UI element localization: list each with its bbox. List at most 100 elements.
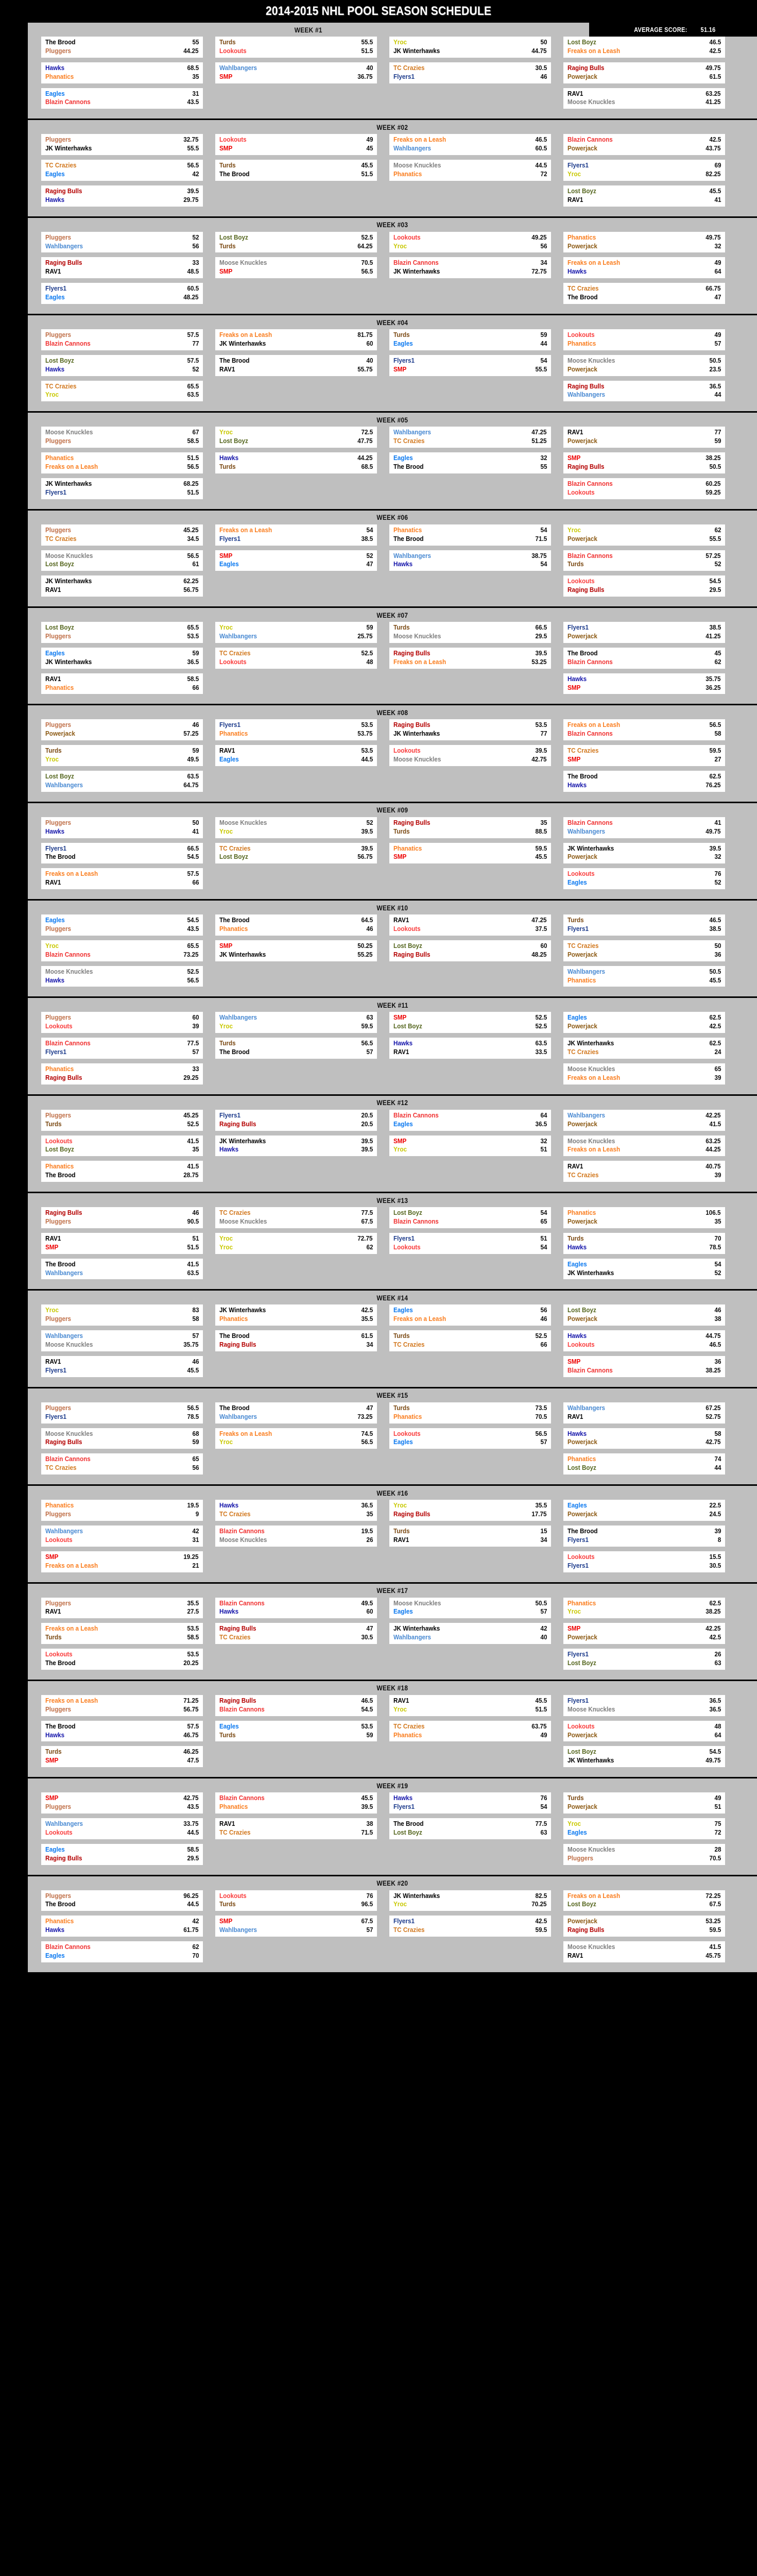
matchup-card[interactable]: Flyers1 42.5 TC Crazies 59.5 [389, 1916, 551, 1937]
matchup-card[interactable]: Eagles 54 JK Winterhawks 52 [563, 1258, 725, 1280]
matchup-card[interactable]: Eagles 31 Blazin Cannons 43.5 [41, 88, 203, 109]
matchup-card[interactable]: Freaks on a Leash 57.5 RAV1 66 [41, 868, 203, 890]
matchup-card[interactable]: Lookouts 49 SMP 45 [215, 134, 377, 156]
matchup-card[interactable]: Lookouts 54.5 Raging Bulls 29.5 [563, 575, 725, 597]
matchup-card[interactable]: Raging Bulls 47 TC Crazies 30.5 [215, 1623, 377, 1645]
matchup-card[interactable]: Phanatics 51.5 Freaks on a Leash 56.5 [41, 452, 203, 473]
matchup-card[interactable]: Eagles 59 JK Winterhawks 36.5 [41, 647, 203, 669]
matchup-card[interactable]: Pluggers 96.25 The Brood 44.5 [41, 1890, 203, 1911]
matchup-card[interactable]: JK Winterhawks 39.5 Powerjack 32 [563, 842, 725, 864]
matchup-card[interactable]: RAV1 63.25 Moose Knuckles 41.25 [563, 88, 725, 109]
matchup-card[interactable]: Lookouts 76 Turds 96.5 [215, 1890, 377, 1911]
matchup-card[interactable]: Freaks on a Leash 72.25 Lost Boyz 67.5 [563, 1890, 725, 1911]
matchup-card[interactable]: Pluggers 52 Wahlbangers 56 [41, 231, 203, 253]
matchup-card[interactable]: Wahlbangers 38.75 Hawks 54 [389, 550, 551, 571]
matchup-card[interactable]: Blazin Cannons 19.5 Moose Knuckles 26 [215, 1525, 377, 1547]
matchup-card[interactable]: Moose Knuckles 65 Freaks on a Leash 39 [563, 1063, 725, 1084]
matchup-card[interactable]: Yroc 72.5 Lost Boyz 47.75 [215, 427, 377, 448]
matchup-card[interactable]: Lost Boyz 46 Powerjack 38 [563, 1304, 725, 1326]
matchup-card[interactable]: The Brood 62.5 Hawks 76.25 [563, 770, 725, 792]
matchup-card[interactable]: Moose Knuckles 44.5 Phanatics 72 [389, 160, 551, 181]
matchup-card[interactable]: Turds 59 Yroc 49.5 [41, 745, 203, 766]
matchup-card[interactable]: The Brood 77.5 Lost Boyz 63 [389, 1818, 551, 1839]
matchup-card[interactable]: Lookouts 53.5 The Brood 20.25 [41, 1649, 203, 1670]
matchup-card[interactable]: Lost Boyz 45.5 RAV1 41 [563, 185, 725, 207]
matchup-card[interactable]: Flyers1 60.5 Eagles 48.25 [41, 283, 203, 304]
matchup-card[interactable]: Lookouts 49 Phanatics 57 [563, 329, 725, 350]
matchup-card[interactable]: Turds 46.25 SMP 47.5 [41, 1746, 203, 1768]
matchup-card[interactable]: Moose Knuckles 28 Pluggers 70.5 [563, 1843, 725, 1865]
matchup-card[interactable]: Eagles 62.5 Powerjack 42.5 [563, 1012, 725, 1033]
matchup-card[interactable]: Lookouts 39.5 Moose Knuckles 42.75 [389, 745, 551, 766]
matchup-card[interactable]: Wahlbangers 50.5 Phanatics 45.5 [563, 965, 725, 987]
matchup-card[interactable]: Phanatics 19.5 Pluggers 9 [41, 1500, 203, 1521]
matchup-card[interactable]: Hawks 63.5 RAV1 33.5 [389, 1038, 551, 1059]
matchup-card[interactable]: Moose Knuckles 52.5 Hawks 56.5 [41, 965, 203, 987]
matchup-card[interactable]: Phanatics 74 Lost Boyz 44 [563, 1453, 725, 1475]
matchup-card[interactable]: RAV1 53.5 Eagles 44.5 [215, 745, 377, 766]
matchup-card[interactable]: Moose Knuckles 67 Pluggers 58.5 [41, 427, 203, 448]
matchup-card[interactable]: RAV1 40.75 TC Crazies 39 [563, 1161, 725, 1182]
matchup-card[interactable]: Yroc 35.5 Raging Bulls 17.75 [389, 1500, 551, 1521]
matchup-card[interactable]: Turds 49 Powerjack 51 [563, 1792, 725, 1814]
matchup-card[interactable]: Wahlbangers 47.25 TC Crazies 51.25 [389, 427, 551, 448]
matchup-card[interactable]: Moose Knuckles 56.5 Lost Boyz 61 [41, 550, 203, 571]
matchup-card[interactable]: RAV1 46 Flyers1 45.5 [41, 1356, 203, 1377]
matchup-card[interactable]: Yroc 83 Pluggers 58 [41, 1304, 203, 1326]
matchup-card[interactable]: Raging Bulls 35 Turds 88.5 [389, 817, 551, 838]
matchup-card[interactable]: Lost Boyz 52.5 Turds 64.25 [215, 231, 377, 253]
matchup-card[interactable]: Eagles 32 The Brood 55 [389, 452, 551, 473]
matchup-card[interactable]: JK Winterhawks 42 Wahlbangers 40 [389, 1623, 551, 1645]
matchup-card[interactable]: The Brood 57.5 Hawks 46.75 [41, 1720, 203, 1742]
matchup-card[interactable]: Phanatics 49.75 Powerjack 32 [563, 231, 725, 253]
matchup-card[interactable]: RAV1 38 TC Crazies 71.5 [215, 1818, 377, 1839]
matchup-card[interactable]: Blazin Cannons 49.5 Hawks 60 [215, 1597, 377, 1619]
matchup-card[interactable]: Eagles 53.5 Turds 59 [215, 1720, 377, 1742]
matchup-card[interactable]: Flyers1 54 SMP 55.5 [389, 354, 551, 376]
matchup-card[interactable]: Raging Bulls 46 Pluggers 90.5 [41, 1207, 203, 1228]
matchup-card[interactable]: TC Crazies 63.75 Phanatics 49 [389, 1720, 551, 1742]
matchup-card[interactable]: Raging Bulls 39.5 Freaks on a Leash 53.25 [389, 647, 551, 669]
matchup-card[interactable]: Raging Bulls 33 RAV1 48.5 [41, 257, 203, 279]
matchup-card[interactable]: Pluggers 45.25 TC Crazies 34.5 [41, 524, 203, 546]
matchup-card[interactable]: Raging Bulls 49.75 Powerjack 61.5 [563, 62, 725, 83]
matchup-card[interactable]: The Brood 55 Pluggers 44.25 [41, 37, 203, 58]
matchup-card[interactable]: TC Crazies 56.5 Eagles 42 [41, 160, 203, 181]
matchup-card[interactable]: Flyers1 38.5 Powerjack 41.25 [563, 622, 725, 643]
matchup-card[interactable]: Hawks 44.25 Turds 68.5 [215, 452, 377, 473]
matchup-card[interactable]: Yroc 75 Eagles 72 [563, 1818, 725, 1839]
matchup-card[interactable]: Turds 45.5 The Brood 51.5 [215, 160, 377, 181]
matchup-card[interactable]: Freaks on a Leash 49 Hawks 64 [563, 257, 725, 279]
matchup-card[interactable]: Raging Bulls 39.5 Hawks 29.75 [41, 185, 203, 207]
matchup-card[interactable]: RAV1 51 SMP 51.5 [41, 1232, 203, 1254]
matchup-card[interactable]: Turds 73.5 Phanatics 70.5 [389, 1402, 551, 1423]
matchup-card[interactable]: JK Winterhawks 39.5 Hawks 39.5 [215, 1135, 377, 1157]
matchup-card[interactable]: Lost Boyz 63.5 Wahlbangers 64.75 [41, 770, 203, 792]
matchup-card[interactable]: Hawks 68.5 Phanatics 35 [41, 62, 203, 83]
matchup-card[interactable]: Hawks 76 Flyers1 54 [389, 1792, 551, 1814]
matchup-card[interactable]: SMP 38.25 Raging Bulls 50.5 [563, 452, 725, 473]
matchup-card[interactable]: Turds 66.5 Moose Knuckles 29.5 [389, 622, 551, 643]
matchup-card[interactable]: Powerjack 53.25 Raging Bulls 59.5 [563, 1916, 725, 1937]
matchup-card[interactable]: Pluggers 50 Hawks 41 [41, 817, 203, 838]
matchup-card[interactable]: Blazin Cannons 41 Wahlbangers 49.75 [563, 817, 725, 838]
matchup-card[interactable]: Blazin Cannons 45.5 Phanatics 39.5 [215, 1792, 377, 1814]
matchup-card[interactable]: TC Crazies 77.5 Moose Knuckles 67.5 [215, 1207, 377, 1228]
matchup-card[interactable]: SMP 42.25 Powerjack 42.5 [563, 1623, 725, 1645]
matchup-card[interactable]: Eagles 58.5 Raging Bulls 29.5 [41, 1843, 203, 1865]
matchup-card[interactable]: Yroc 62 Powerjack 55.5 [563, 524, 725, 546]
matchup-card[interactable]: JK Winterhawks 62.25 RAV1 56.75 [41, 575, 203, 597]
matchup-card[interactable]: Eagles 56 Freaks on a Leash 46 [389, 1304, 551, 1326]
matchup-card[interactable]: Blazin Cannons 42.5 Powerjack 43.75 [563, 134, 725, 156]
matchup-card[interactable]: SMP 19.25 Freaks on a Leash 21 [41, 1551, 203, 1572]
matchup-card[interactable]: Lost Boyz 54.5 JK Winterhawks 49.75 [563, 1746, 725, 1768]
matchup-card[interactable]: SMP 52.5 Lost Boyz 52.5 [389, 1012, 551, 1033]
matchup-card[interactable]: Pluggers 46 Powerjack 57.25 [41, 719, 203, 741]
matchup-card[interactable]: Lookouts 49.25 Yroc 56 [389, 231, 551, 253]
matchup-card[interactable]: Moose Knuckles 68 Raging Bulls 59 [41, 1428, 203, 1449]
matchup-card[interactable]: Pluggers 32.75 JK Winterhawks 55.5 [41, 134, 203, 156]
matchup-card[interactable]: The Brood 40 RAV1 55.75 [215, 354, 377, 376]
matchup-card[interactable]: The Brood 61.5 Raging Bulls 34 [215, 1330, 377, 1352]
matchup-card[interactable]: TC Crazies 30.5 Flyers1 46 [389, 62, 551, 83]
matchup-card[interactable]: Lost Boyz 46.5 Freaks on a Leash 42.5 [563, 37, 725, 58]
